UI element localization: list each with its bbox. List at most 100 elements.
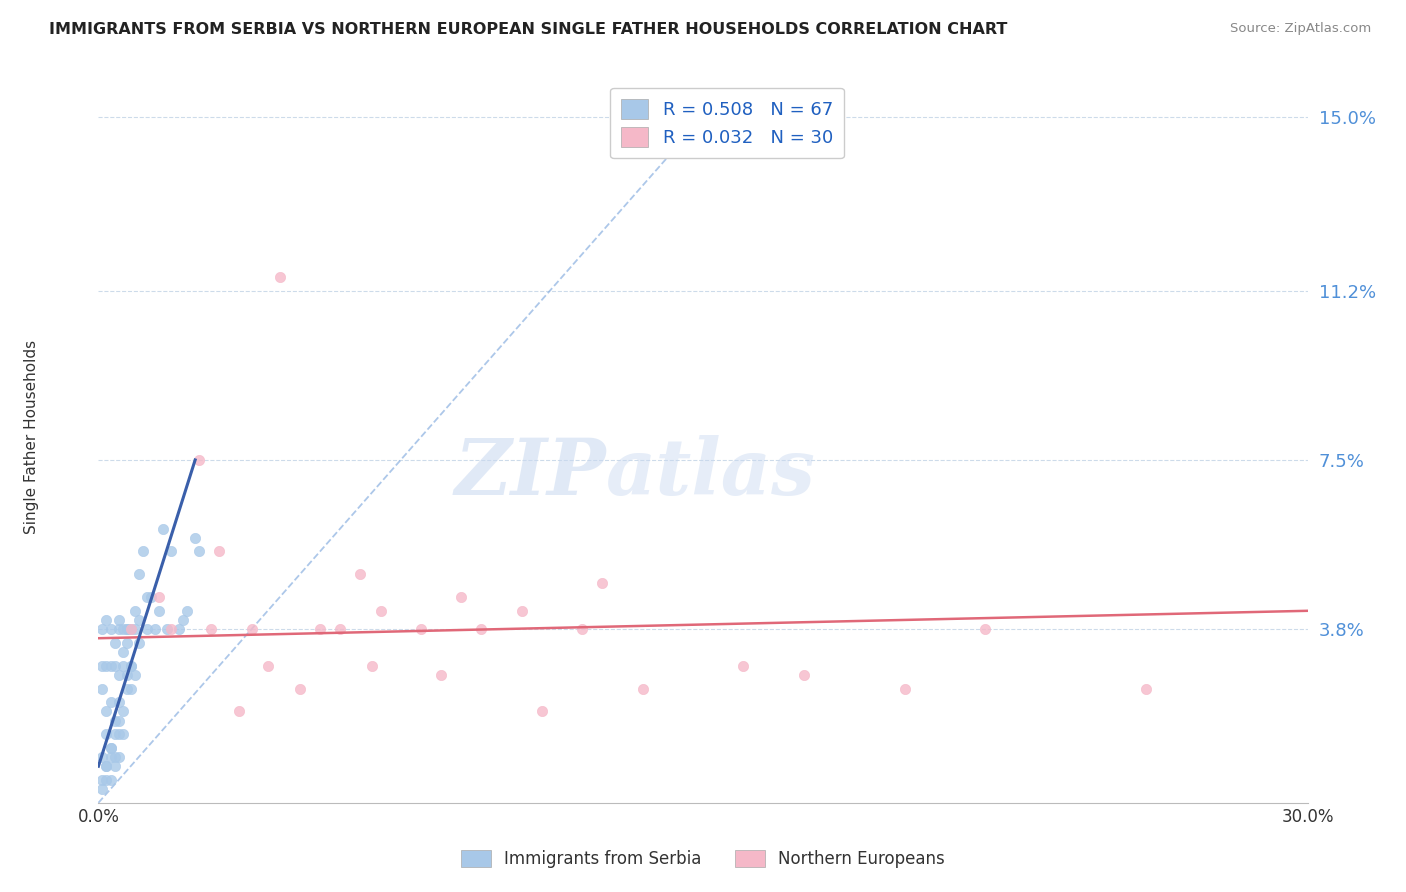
Point (103, 759, 125, 773)
Point (139, 590, 162, 604)
Point (128, 567, 150, 582)
Point (91, 658, 114, 673)
Point (107, 727, 129, 741)
Point (107, 667, 129, 681)
Point (115, 681, 138, 696)
Point (103, 636, 125, 650)
Point (571, 622, 593, 636)
Point (510, 604, 533, 618)
Point (1135, 681, 1157, 696)
Point (176, 604, 198, 618)
Point (370, 604, 392, 618)
Text: atlas: atlas (606, 435, 815, 512)
Point (111, 645, 134, 659)
Point (91, 750, 114, 764)
Point (631, 681, 654, 696)
Point (269, 270, 291, 285)
Point (91, 772, 114, 787)
Point (240, 622, 263, 636)
Point (96, 727, 118, 741)
Point (103, 658, 125, 673)
Point (156, 622, 179, 636)
Point (733, 658, 755, 673)
Point (288, 681, 311, 696)
Point (107, 613, 129, 627)
Point (148, 604, 170, 618)
Point (91, 782, 114, 797)
Point (120, 681, 142, 696)
Point (128, 613, 150, 627)
Point (96, 759, 118, 773)
Point (361, 658, 384, 673)
Point (120, 658, 142, 673)
Point (96, 658, 118, 673)
Text: ZIP: ZIP (454, 435, 606, 512)
Point (329, 622, 352, 636)
Point (96, 772, 118, 787)
Point (135, 590, 157, 604)
Point (349, 567, 371, 582)
Point (100, 772, 122, 787)
Text: Source: ZipAtlas.com: Source: ZipAtlas.com (1230, 22, 1371, 36)
Point (100, 740, 122, 755)
Point (893, 681, 915, 696)
Point (470, 622, 492, 636)
Point (100, 658, 122, 673)
Point (115, 636, 138, 650)
Point (188, 544, 211, 558)
Point (111, 658, 134, 673)
Point (96, 705, 118, 719)
Point (91, 622, 114, 636)
Point (160, 544, 183, 558)
Point (430, 667, 453, 681)
Point (120, 622, 142, 636)
Text: IMMIGRANTS FROM SERBIA VS NORTHERN EUROPEAN SINGLE FATHER HOUSEHOLDS CORRELATION: IMMIGRANTS FROM SERBIA VS NORTHERN EUROP… (49, 22, 1008, 37)
Point (143, 622, 166, 636)
Point (107, 750, 129, 764)
Point (167, 622, 190, 636)
Point (107, 622, 129, 636)
Point (96, 759, 118, 773)
Point (974, 622, 997, 636)
Point (128, 636, 150, 650)
Text: Single Father Households: Single Father Households (24, 340, 39, 534)
Point (132, 544, 155, 558)
Point (103, 750, 125, 764)
Point (124, 667, 146, 681)
Point (256, 658, 278, 673)
Point (91, 681, 114, 696)
Point (111, 705, 134, 719)
Point (100, 695, 122, 709)
Point (409, 622, 432, 636)
Point (124, 604, 146, 618)
Point (115, 622, 138, 636)
Point (115, 622, 138, 636)
Point (188, 453, 211, 467)
Point (100, 622, 122, 636)
Point (450, 590, 472, 604)
Point (100, 750, 122, 764)
Point (228, 705, 250, 719)
Point (208, 544, 231, 558)
Point (107, 695, 129, 709)
Point (124, 622, 146, 636)
Point (135, 622, 157, 636)
Point (309, 622, 332, 636)
Point (200, 622, 222, 636)
Point (530, 705, 553, 719)
Point (591, 576, 613, 591)
Point (148, 590, 170, 604)
Point (103, 727, 125, 741)
Point (152, 521, 174, 535)
Point (172, 613, 194, 627)
Point (111, 727, 134, 741)
Point (107, 714, 129, 728)
Point (111, 622, 134, 636)
Point (120, 622, 142, 636)
Point (96, 613, 118, 627)
Legend: Immigrants from Serbia, Northern Europeans: Immigrants from Serbia, Northern Europea… (454, 844, 952, 875)
Point (100, 740, 122, 755)
Point (793, 667, 815, 681)
Point (184, 531, 207, 545)
Point (115, 667, 138, 681)
